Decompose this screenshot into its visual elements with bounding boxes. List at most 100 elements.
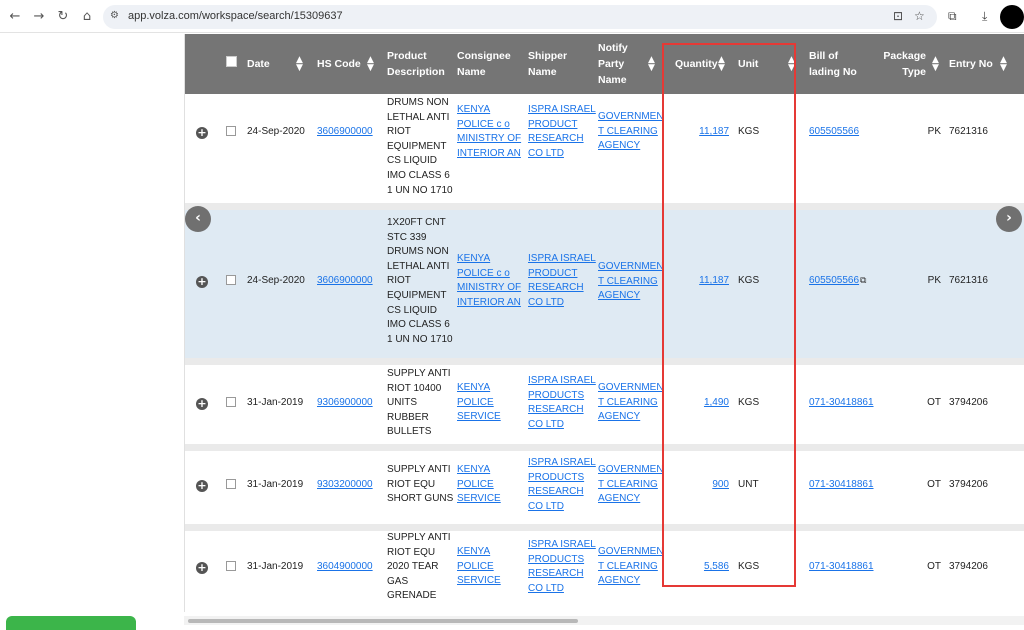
select-all-checkbox[interactable] <box>226 56 237 67</box>
row-checkbox[interactable] <box>226 126 236 136</box>
header-shipper-name: Shipper Name <box>528 50 568 78</box>
sort-icon[interactable]: ▲ ▼ <box>718 55 725 73</box>
install-app-icon[interactable]: ⊡ <box>893 9 904 23</box>
address-bar[interactable] <box>103 5 937 29</box>
row-notify-link[interactable]: GOVERNMEN T CLEARING AGENCY <box>598 382 664 423</box>
row-shipper-link[interactable]: ISPRA ISRAEL PRODUCTS RESEARCH CO LTD <box>528 539 596 594</box>
row-entry-no: 7621316 <box>949 126 988 137</box>
horizontal-scrollbar[interactable] <box>184 616 1024 625</box>
row-hs-code-link[interactable]: 3604900000 <box>317 561 373 572</box>
table-row: + 24-Sep-2020 3606900000 1X20FT CNT STC 3… <box>185 210 1024 358</box>
table-row: + 31-Jan-2019 9306900000 SUPPLY ANTI RIOT… <box>185 365 1024 445</box>
row-checkbox[interactable] <box>226 479 236 489</box>
extensions-icon[interactable]: ⧉ <box>948 9 957 23</box>
reload-icon[interactable]: ↻ <box>57 9 69 24</box>
header-unit[interactable]: Unit <box>738 58 759 70</box>
row-consignee-link[interactable]: KENYA POLICE c o MINISTRY OF INTERIOR AN <box>457 253 522 308</box>
row-quantity-link[interactable]: 1,490 <box>703 397 729 408</box>
url-text[interactable]: app.volza.com/workspace/search/15309637 <box>128 10 343 22</box>
row-unit: KGS <box>738 126 760 137</box>
row-quantity-link[interactable]: 11,187 <box>699 275 729 286</box>
row-product-description: SUPPLY ANTI RIOT 10400 UNITS RUBBER BULLETS <box>387 368 451 438</box>
row-bill-link[interactable]: 071-30418861 <box>809 479 874 490</box>
back-icon[interactable]: ← <box>9 9 21 24</box>
expand-row-icon[interactable]: + <box>196 275 208 288</box>
row-date: 24-Sep-2020 <box>247 275 305 286</box>
sort-icon[interactable]: ▲ ▼ <box>296 55 303 73</box>
header-quantity[interactable]: Quantity <box>675 58 718 70</box>
row-hs-code-link[interactable]: 9306900000 <box>317 397 373 408</box>
row-package-type: PK <box>927 275 941 286</box>
row-unit: KGS <box>738 275 760 286</box>
table-row: + 31-Jan-2019 3604900000 SUPPLY ANTI RIOT… <box>185 531 1024 612</box>
sort-icon[interactable]: ▲ ▼ <box>648 55 655 73</box>
row-bill-link[interactable]: 605505566 <box>809 275 860 286</box>
header-entry-no[interactable]: Entry No <box>949 58 993 70</box>
row-shipper-link[interactable]: ISPRA ISRAEL PRODUCTS RESEARCH CO LTD <box>528 457 596 512</box>
row-hs-code-link[interactable]: 3606900000 <box>317 126 373 137</box>
profile-avatar[interactable] <box>1000 5 1024 29</box>
sort-icon[interactable]: ▲ ▼ <box>367 55 374 73</box>
header-package-type[interactable]: Package Type <box>883 50 926 78</box>
row-shipper-link[interactable]: ISPRA ISRAEL PRODUCT RESEARCH CO LTD <box>528 104 596 159</box>
chevron-right-icon[interactable]: › <box>996 206 1022 232</box>
row-unit: KGS <box>738 397 760 408</box>
row-quantity-link[interactable]: 11,187 <box>699 126 729 137</box>
expand-row-icon[interactable]: + <box>196 561 208 574</box>
forward-icon[interactable]: → <box>33 9 45 24</box>
expand-row-icon[interactable]: + <box>196 479 208 492</box>
row-bill-link[interactable]: 071-30418861 <box>809 397 874 408</box>
row-consignee-link[interactable]: KENYA POLICE c o MINISTRY OF INTERIOR AN <box>457 104 522 159</box>
row-consignee-link[interactable]: KENYA POLICE SERVICE <box>457 546 501 587</box>
chevron-left-icon[interactable]: ‹ <box>185 206 211 232</box>
row-separator <box>185 444 1024 451</box>
row-package-type: PK <box>927 126 941 137</box>
row-product-description: SUPPLY ANTI RIOT EQU SHORT GUNS <box>387 464 454 505</box>
chat-button[interactable] <box>6 616 136 630</box>
header-date[interactable]: Date <box>247 58 270 70</box>
row-consignee-link[interactable]: KENYA POLICE SERVICE <box>457 382 501 423</box>
row-bill-link[interactable]: 071-30418861 <box>809 561 874 572</box>
table-header: Date ▲ ▼ HS Code ▲ ▼ Product Description C… <box>185 34 1024 94</box>
row-product-description: DRUMS NON LETHAL ANTI RIOT EQUIPMENT CS LIQU… <box>387 97 453 196</box>
row-notify-link[interactable]: GOVERNMEN T CLEARING AGENCY <box>598 546 664 587</box>
header-notify-party-name[interactable]: Notify Party Name <box>598 42 628 86</box>
expand-row-icon[interactable]: + <box>196 397 208 410</box>
star-icon[interactable]: ☆ <box>914 9 925 23</box>
download-icon[interactable]: ⤓ <box>982 9 988 23</box>
row-entry-no: 3794206 <box>949 397 988 408</box>
row-shipper-link[interactable]: ISPRA ISRAEL PRODUCTS RESEARCH CO LTD <box>528 375 596 430</box>
copy-icon[interactable]: ⧉ <box>860 276 867 286</box>
row-notify-link[interactable]: GOVERNMEN T CLEARING AGENCY <box>598 464 664 505</box>
row-checkbox[interactable] <box>226 397 236 407</box>
row-notify-link[interactable]: GOVERNMEN T CLEARING AGENCY <box>598 111 664 152</box>
row-date: 24-Sep-2020 <box>247 126 305 137</box>
row-package-type: OT <box>927 479 941 490</box>
row-product-description: SUPPLY ANTI RIOT EQU 2020 TEAR GAS GRENADE <box>387 532 451 602</box>
sort-icon[interactable]: ▲ ▼ <box>1000 55 1007 73</box>
row-hs-code-link[interactable]: 3606900000 <box>317 275 373 286</box>
row-entry-no: 7621316 <box>949 275 988 286</box>
row-consignee-link[interactable]: KENYA POLICE SERVICE <box>457 464 501 505</box>
row-checkbox[interactable] <box>226 275 236 285</box>
row-shipper-link[interactable]: ISPRA ISRAEL PRODUCT RESEARCH CO LTD <box>528 253 596 308</box>
row-bill-link[interactable]: 605505566 <box>809 126 860 137</box>
home-icon[interactable]: ⌂ <box>82 9 92 24</box>
expand-row-icon[interactable]: + <box>196 126 208 139</box>
row-hs-code-link[interactable]: 9303200000 <box>317 479 373 490</box>
row-date: 31-Jan-2019 <box>247 479 304 490</box>
sort-icon[interactable]: ▲ ▼ <box>932 55 939 73</box>
row-checkbox[interactable] <box>226 561 236 571</box>
header-product-description: Product Description <box>387 50 445 78</box>
row-quantity-link[interactable]: 5,586 <box>703 561 729 572</box>
table-row: + 24-Sep-2020 3606900000 DRUMS NON LETHAL… <box>185 94 1024 204</box>
sort-icon[interactable]: ▲ ▼ <box>788 55 795 73</box>
scrollbar-thumb[interactable] <box>188 619 578 623</box>
row-date: 31-Jan-2019 <box>247 561 304 572</box>
site-settings-icon[interactable]: ⚙ <box>110 10 119 21</box>
header-hs-code[interactable]: HS Code <box>317 58 361 70</box>
row-notify-link[interactable]: GOVERNMEN T CLEARING AGENCY <box>598 261 664 302</box>
row-package-type: OT <box>927 397 941 408</box>
highlight-annotation-box <box>662 43 796 587</box>
row-quantity-link[interactable]: 900 <box>712 479 729 490</box>
